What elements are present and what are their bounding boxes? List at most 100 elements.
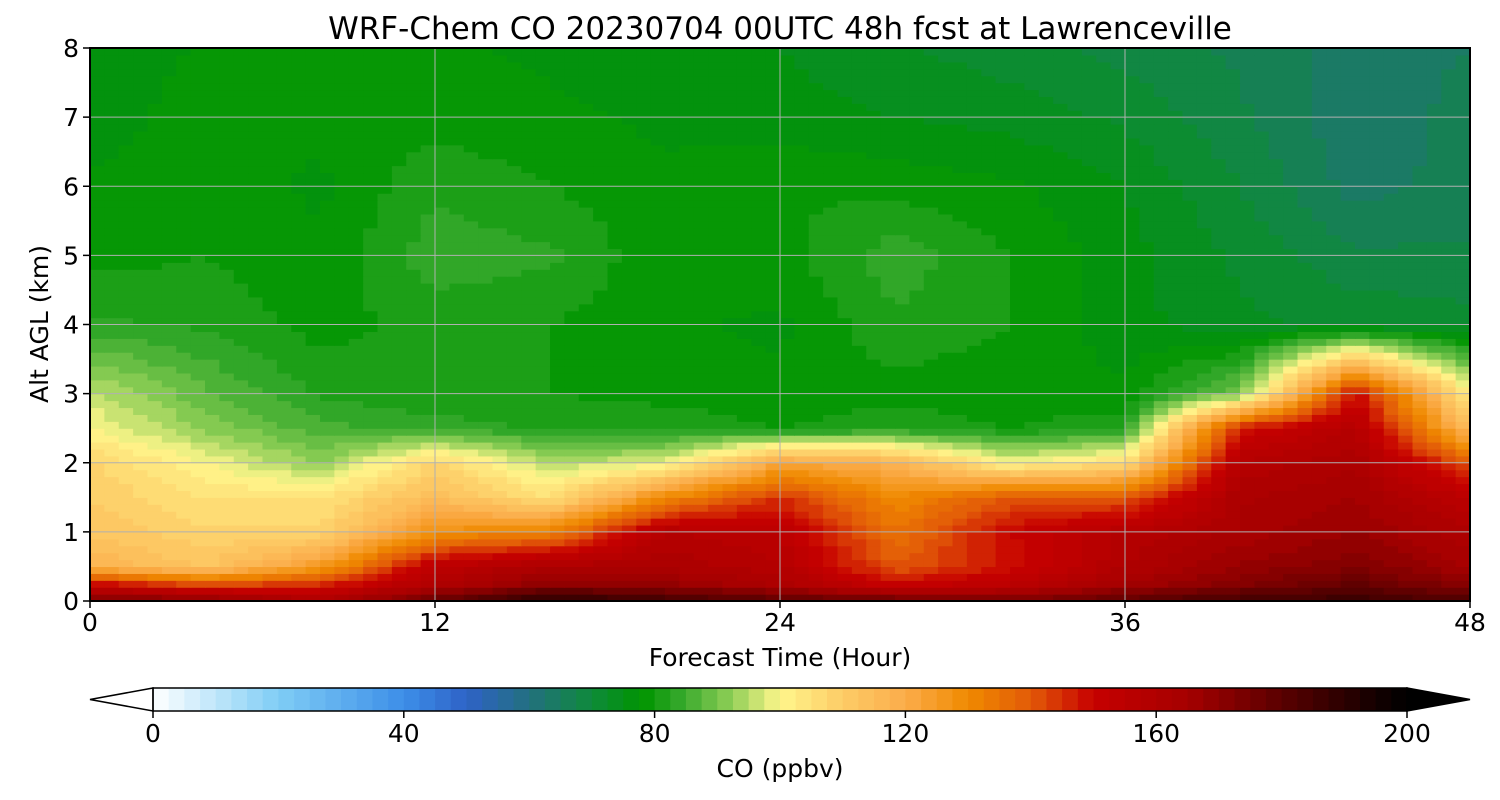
heatmap-cell	[1283, 345, 1299, 353]
heatmap-cell	[851, 414, 867, 422]
heatmap-cell	[1326, 338, 1342, 346]
heatmap-cell	[1196, 518, 1212, 526]
heatmap-cell	[435, 400, 450, 409]
heatmap-cell	[1441, 428, 1457, 436]
heatmap-cell	[952, 524, 968, 533]
heatmap-cell	[449, 241, 465, 250]
heatmap-cell	[391, 421, 407, 429]
heatmap-cell	[1355, 379, 1370, 388]
heatmap-cell	[966, 262, 982, 270]
heatmap-cell	[1326, 255, 1342, 263]
heatmap-cell	[435, 296, 450, 305]
heatmap-cell	[880, 359, 896, 367]
heatmap-cell	[449, 372, 465, 381]
heatmap-cell	[1355, 276, 1370, 284]
heatmap-cell	[1196, 352, 1212, 360]
heatmap-cell	[435, 469, 450, 478]
heatmap-cell	[1053, 476, 1069, 485]
heatmap-cell	[636, 414, 652, 422]
heatmap-cell	[981, 483, 997, 491]
heatmap-cell	[1081, 262, 1097, 270]
heatmap-cell	[880, 483, 896, 491]
heatmap-cell	[837, 338, 853, 346]
heatmap-cell	[1139, 352, 1155, 360]
heatmap-cell	[161, 303, 177, 312]
heatmap-cell	[276, 511, 292, 519]
heatmap-cell	[291, 414, 307, 422]
heatmap-cell	[780, 580, 795, 588]
heatmap-cell	[463, 338, 479, 346]
heatmap-cell	[478, 469, 494, 478]
heatmap-cell	[320, 324, 335, 333]
heatmap-cell	[190, 400, 206, 409]
heatmap-cell	[952, 283, 968, 291]
heatmap-cell	[420, 400, 436, 409]
heatmap-cell	[1038, 393, 1054, 402]
heatmap-cell	[1110, 538, 1126, 547]
heatmap-cell	[1426, 345, 1442, 353]
heatmap-cell	[176, 331, 192, 339]
heatmap-cell	[1024, 497, 1040, 505]
heatmap-cell	[909, 276, 925, 284]
heatmap-cell	[1024, 428, 1040, 436]
heatmap-cell	[492, 296, 508, 305]
heatmap-cell	[233, 538, 249, 547]
heatmap-cell	[923, 338, 939, 346]
heatmap-cell	[1010, 352, 1025, 360]
heatmap-cell	[751, 241, 767, 250]
heatmap-cell	[966, 435, 982, 443]
heatmap-cell	[276, 469, 292, 478]
heatmap-cell	[478, 269, 494, 277]
heatmap-cell	[219, 442, 235, 450]
heatmap-cell	[1441, 469, 1457, 478]
heatmap-cell	[291, 455, 307, 464]
heatmap-cell	[334, 580, 350, 588]
heatmap-cell	[176, 365, 192, 374]
heatmap-cell	[952, 296, 968, 305]
heatmap-cell	[851, 421, 867, 429]
heatmap-cell	[1340, 580, 1356, 588]
heatmap-cell	[248, 324, 264, 333]
heatmap-cell	[1340, 442, 1356, 450]
heatmap-cell	[837, 573, 853, 581]
heatmap-cell	[1426, 573, 1442, 581]
heatmap-cell	[923, 241, 939, 250]
heatmap-cell	[262, 393, 278, 402]
heatmap-cell	[147, 338, 163, 346]
heatmap-cell	[147, 490, 163, 498]
heatmap-cell	[564, 310, 580, 319]
heatmap-cell	[1125, 331, 1140, 339]
heatmap-cell	[1096, 283, 1112, 291]
heatmap-cell	[90, 283, 105, 291]
heatmap-cell	[1038, 262, 1054, 270]
heatmap-cell	[1283, 289, 1299, 298]
heatmap-cell	[966, 455, 982, 464]
heatmap-cell	[478, 483, 494, 491]
heatmap-cell	[1211, 504, 1227, 512]
heatmap-cell	[665, 248, 680, 256]
heatmap-cell	[535, 296, 551, 305]
heatmap-cell	[1067, 497, 1083, 505]
heatmap-cell	[1110, 414, 1126, 422]
heatmap-cell	[1283, 435, 1299, 443]
heatmap-cell	[1110, 580, 1126, 588]
heatmap-cell	[276, 435, 292, 443]
heatmap-cell	[851, 428, 867, 436]
heatmap-cell	[104, 566, 120, 574]
heatmap-cell	[305, 428, 321, 436]
heatmap-cell	[1441, 269, 1457, 277]
heatmap-cell	[851, 545, 867, 554]
heatmap-cell	[621, 338, 637, 346]
heatmap-cell	[449, 524, 465, 533]
heatmap-cell	[837, 262, 853, 270]
heatmap-cell	[693, 296, 709, 305]
heatmap-cell	[1125, 324, 1140, 333]
heatmap-cell	[291, 379, 307, 388]
heatmap-cell	[636, 421, 652, 429]
heatmap-cell	[1139, 359, 1155, 367]
heatmap-cell	[248, 400, 264, 409]
heatmap-cell	[751, 345, 767, 353]
heatmap-cell	[248, 587, 264, 595]
heatmap-cell	[851, 504, 867, 512]
heatmap-cell	[1211, 435, 1227, 443]
